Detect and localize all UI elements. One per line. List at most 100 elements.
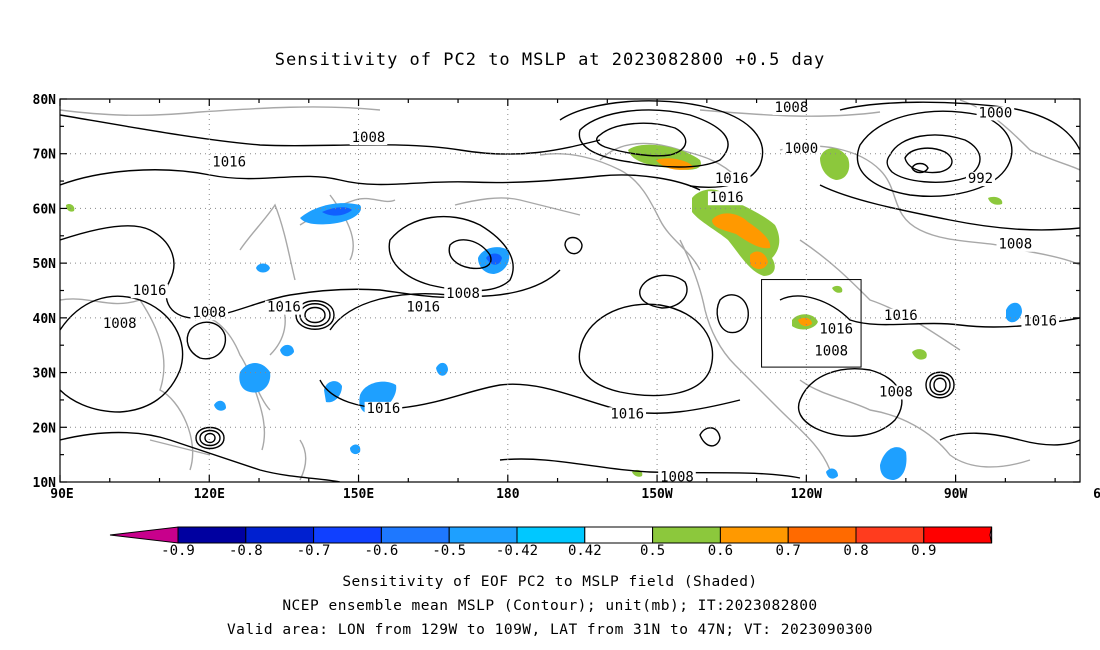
contour-label-bg [190, 306, 229, 321]
colorbar-tick-label: -0.8 [228, 543, 263, 559]
lon-label: 120W [791, 487, 822, 502]
contour-label-bg [996, 237, 1035, 252]
contour-label: 1016 [267, 300, 301, 316]
contour-label-bg [130, 284, 169, 299]
contour-label-bg [707, 191, 746, 206]
contour-label-bg [265, 300, 303, 315]
colorbar-segment [787, 526, 857, 544]
contour-label: 1008 [814, 343, 848, 359]
shaded-sensitivity [66, 144, 1022, 480]
lat-label: 30N [33, 367, 57, 382]
valid-area-rect [761, 279, 862, 368]
contour-label: 1016 [212, 155, 246, 171]
caption-line-2: NCEP ensemble mean MSLP (Contour); unit(… [282, 598, 818, 614]
contour-label-bg [782, 141, 821, 156]
contour-label-bg [444, 286, 482, 301]
lon-label: 120E [194, 487, 225, 502]
lat-label: 70N [33, 148, 57, 163]
contour-label-bg [877, 385, 915, 400]
colorbar-tick-label: -0.7 [296, 543, 331, 559]
colorbar-segment [380, 526, 450, 544]
lat-label: 40N [33, 312, 57, 327]
contour-label-bg [404, 300, 443, 315]
lon-label: 60W [1093, 487, 1100, 502]
contour-label: 1016 [1023, 313, 1057, 329]
colorbar-tick-label: 0.8 [843, 543, 869, 559]
pos-patch-canada-core [712, 213, 771, 249]
contour-label-bg [349, 131, 388, 146]
colorbar-segment [516, 526, 586, 544]
neg-patch-small4 [214, 400, 226, 411]
colorbar [109, 526, 993, 544]
colorbar-segment [313, 526, 382, 544]
lon-labels: 90E 120E 150E 180 150W 120W 90W 60W [50, 487, 1100, 502]
colorbar-tick-label: -0.42 [495, 543, 539, 559]
lat-label: 80N [33, 93, 57, 108]
contour-label-bg [364, 401, 403, 416]
colorbar-tick-label: 0.9 [911, 543, 937, 559]
lat-label: 50N [33, 257, 57, 272]
neg-patch-caribbean [880, 447, 907, 480]
pos-patch-small4 [912, 349, 927, 360]
colorbar-segment [652, 526, 721, 544]
pos-patch-small3 [832, 285, 843, 293]
contour-label: 1008 [660, 469, 694, 485]
lat-lon-grid [60, 99, 1080, 482]
colorbar-segment [245, 526, 315, 544]
colorbar-tick-label: 0.5 [639, 543, 666, 559]
contour-label: 1000 [979, 105, 1013, 121]
pos-patch-sw-core [798, 317, 812, 327]
contour-label-bg [712, 172, 751, 187]
contour-label: 1016 [133, 283, 167, 299]
lat-label: 60N [33, 202, 57, 217]
neg-patch-atlantic [1006, 302, 1022, 323]
contour-label-bg [812, 344, 851, 359]
pos-patch-hudson [820, 148, 850, 180]
lat-labels: 80N 70N 60N 50N 40N 30N 20N 10N [33, 93, 57, 491]
neg-patch-small3 [436, 362, 448, 376]
contour-label-bg [817, 322, 855, 337]
contour-labels: 1008 1016 1008 1000 1016 1016 1000 992 1008 1016 1… [100, 100, 1059, 485]
colorbar-tick-label: 0.7 [775, 543, 801, 559]
contour-label: 1008 [446, 286, 480, 302]
lon-label: 90W [944, 487, 968, 502]
colorbar-segment [923, 526, 993, 544]
caption-line-3: Valid area: LON from 129W to 109W, LAT f… [226, 622, 874, 638]
colorbar-segment [177, 526, 247, 544]
contour-label-bg [976, 106, 1015, 121]
contour-label-bg [772, 100, 811, 115]
contour-label: 1016 [884, 308, 918, 324]
contour-label-bg [965, 172, 996, 187]
neg-patch-pacific2 [324, 381, 342, 403]
caption-line-1: Sensitivity of EOF PC2 to MSLP field (Sh… [342, 574, 758, 590]
neg-patch-small5 [350, 444, 361, 455]
contour-label: 1016 [710, 190, 744, 206]
pos-patch-small2 [988, 196, 1003, 205]
colorbar-segment [584, 526, 654, 544]
contour-label: 1016 [610, 406, 644, 422]
contour-label-bg [882, 308, 920, 323]
colorbar-arrow-left [109, 526, 179, 544]
contour-label: 1016 [819, 322, 853, 338]
neg-patch-kamchatka-core [322, 207, 352, 216]
pos-patch-small1 [66, 203, 75, 212]
contour-label-bg [608, 407, 647, 422]
colorbar-tick-label: 0.6 [707, 543, 734, 559]
colorbar-segment [719, 526, 789, 544]
contour-label-bg [210, 155, 248, 170]
contour-label-bg [658, 470, 696, 482]
valid-area-box [761, 279, 862, 368]
contour-label: 1008 [352, 130, 386, 146]
contour-label: 1008 [998, 237, 1032, 253]
map-title: Sensitivity of PC2 to MSLP at 2023082800… [274, 50, 826, 70]
pos-patch-canada-core2 [750, 251, 768, 270]
colorbar-segment [448, 526, 518, 544]
colorbar-tick-label: -0.5 [432, 543, 467, 559]
contour-label: 1008 [192, 305, 226, 321]
lon-label: 150E [343, 487, 374, 502]
axis-ticks [59, 98, 1080, 483]
neg-patch-small1 [256, 263, 270, 273]
lon-label: 90E [50, 487, 73, 502]
lon-label: 150W [641, 487, 672, 502]
